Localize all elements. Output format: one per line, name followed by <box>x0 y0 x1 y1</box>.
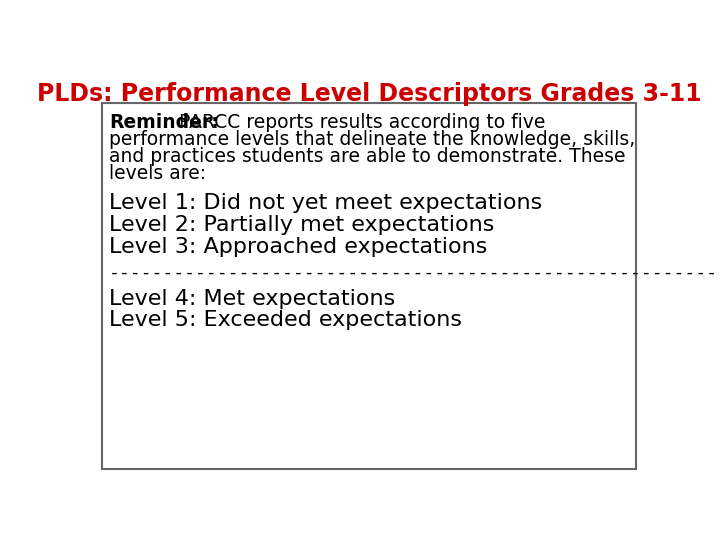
Text: PARCC reports results according to five: PARCC reports results according to five <box>173 113 545 132</box>
Text: and practices students are able to demonstrate. These: and practices students are able to demon… <box>109 147 626 166</box>
FancyBboxPatch shape <box>102 103 636 469</box>
Text: Reminder:: Reminder: <box>109 113 219 132</box>
Text: levels are:: levels are: <box>109 164 207 183</box>
Text: Level 3: Approached expectations: Level 3: Approached expectations <box>109 237 487 256</box>
Text: performance levels that delineate the knowledge, skills,: performance levels that delineate the kn… <box>109 130 636 149</box>
Text: Level 4: Met expectations: Level 4: Met expectations <box>109 289 395 309</box>
Text: PLDs: Performance Level Descriptors Grades 3-11: PLDs: Performance Level Descriptors Grad… <box>37 82 701 106</box>
Text: Level 1: Did not yet meet expectations: Level 1: Did not yet meet expectations <box>109 193 543 213</box>
Text: -----------------------------------------------------------------------: ----------------------------------------… <box>109 264 720 282</box>
Text: Level 2: Partially met expectations: Level 2: Partially met expectations <box>109 215 495 235</box>
Text: Level 5: Exceeded expectations: Level 5: Exceeded expectations <box>109 310 462 330</box>
